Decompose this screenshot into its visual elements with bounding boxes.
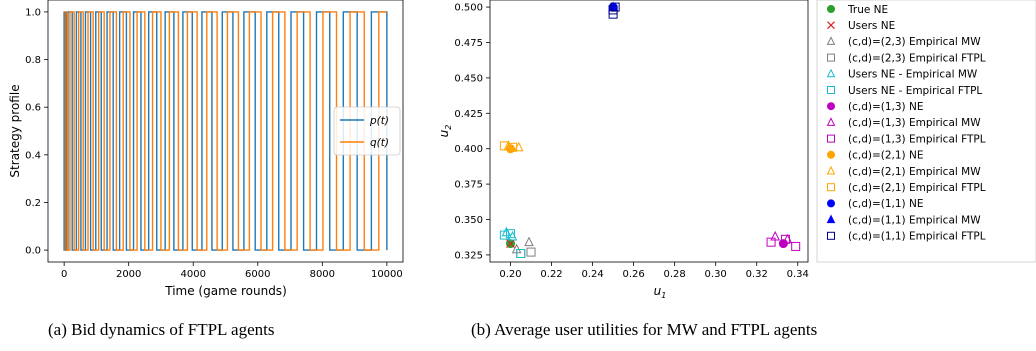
chart-b-xtick-label: 0.26 (622, 269, 644, 280)
chart-b-xtick-label: 0.24 (581, 269, 603, 280)
chart-b-ytick-label: 0.500 (454, 3, 483, 14)
scatter-point-5 (499, 230, 509, 240)
chart-a-legend-box (333, 106, 401, 156)
legend-label-5: Users NE - Empirical FTPL (848, 85, 982, 97)
chart-a-series-p (63, 11, 388, 251)
scatter-point-11 (508, 142, 518, 152)
chart-a-legend: p(t) q(t) (333, 106, 401, 156)
chart-a-xlabel: Time (game rounds) (164, 284, 287, 298)
scatter-point-8 (766, 237, 776, 247)
legend-marker-7 (826, 117, 836, 126)
chart-a-ytick-label: 1.0 (25, 7, 41, 18)
chart-a-ytick-label: 0.0 (25, 246, 41, 257)
legend-marker-1 (827, 21, 835, 30)
chart-b-xlabel: u1 (654, 284, 667, 300)
legend-label-8: (c,d)=(1,3) Empirical FTPL (848, 133, 986, 145)
chart-b-ytick-label: 0.475 (454, 38, 483, 49)
legend-label-q: q(t) (370, 137, 389, 149)
chart-b-xtick-label: 0.28 (664, 269, 686, 280)
chart-b-ytick-label: 0.325 (454, 250, 483, 261)
chart-b-ylabel: u2 (437, 125, 453, 138)
caption-a: (a) Bid dynamics of FTPL agents (48, 320, 274, 339)
legend-marker-11 (827, 183, 835, 192)
chart-a-series (63, 11, 388, 251)
legend-label-0: True NE (847, 4, 888, 16)
legend-marker-12 (827, 199, 835, 208)
chart-b-legend: True NE Users NE (c,d)=(2,3) Empirical MW (… (816, 0, 1036, 263)
legend-label-6: (c,d)=(1,3) NE (848, 101, 923, 113)
scatter-point-1 (506, 239, 515, 249)
legend-marker-13 (826, 214, 836, 224)
chart-a-xtick-label: 8000 (310, 269, 335, 280)
legend-marker-6 (827, 102, 835, 111)
chart-b-ytick-label: 0.350 (454, 215, 483, 226)
legend-label-p: p(t) (369, 115, 389, 127)
chart-a-xticks: 0 2000 4000 6000 8000 10000 (61, 262, 403, 280)
legend-marker-5 (827, 86, 835, 94)
legend-label-3: (c,d)=(2,3) Empirical FTPL (848, 52, 986, 64)
legend-label-11: (c,d)=(2,1) Empirical FTPL (848, 182, 986, 194)
legend-marker-2 (826, 36, 836, 45)
scatter-point-14 (610, 2, 620, 12)
caption-b: (b) Average user utilities for MW and FT… (471, 320, 817, 339)
legend-label-13: (c,d)=(1,1) Empirical MW (848, 214, 981, 226)
scatter-point-5 (506, 229, 516, 239)
legend-marker-14 (827, 231, 835, 240)
legend-label-7: (c,d)=(1,3) Empirical MW (848, 117, 981, 129)
legend-marker-10 (826, 165, 836, 175)
chart-b-yticks: 0.325 0.350 0.375 0.400 0.425 0.450 0.475 0.500 (454, 3, 490, 261)
chart-b-points (499, 1, 801, 259)
chart-a-yticks: 0.0 0.2 0.4 0.6 0.8 1.0 (25, 7, 48, 257)
chart-a-ylabel: Strategy profile (8, 84, 22, 177)
chart-b-ytick-label: 0.425 (454, 109, 483, 120)
chart-b-xticks: 0.20 0.22 0.24 0.26 0.28 0.30 0.32 0.34 (499, 262, 809, 280)
chart-a-ytick-label: 0.2 (25, 198, 41, 209)
legend-marker-8 (827, 134, 835, 143)
chart-a-xtick-label: 4000 (181, 269, 206, 280)
legend-marker-9 (827, 150, 835, 159)
chart-a-ytick-label: 0.4 (25, 150, 41, 161)
chart-b-ytick-label: 0.400 (454, 144, 483, 155)
scatter-point-5 (516, 249, 526, 259)
legend-label-2: (c,d)=(2,3) Empirical MW (848, 36, 981, 48)
chart-b-legend-box (816, 0, 1036, 263)
chart-a-xtick-label: 0 (61, 269, 67, 280)
legend-label-1: Users NE (848, 20, 895, 32)
chart-b-xtick-label: 0.22 (540, 269, 562, 280)
scatter-point-8 (791, 241, 801, 251)
scatter-point-2 (524, 236, 534, 247)
scatter-point-3 (516, 249, 526, 259)
scatter-point-3 (526, 247, 536, 257)
chart-a-series-q (63, 11, 387, 251)
chart-a-xtick-label: 2000 (116, 269, 141, 280)
chart-b-xtick-label: 0.30 (705, 269, 727, 280)
chart-a-bid-dynamics: 0 2000 4000 6000 8000 10000 0.0 0.2 0.4 0.6 0.8 1.… (8, 0, 404, 298)
chart-b-user-utilities: 0.20 0.22 0.24 0.26 0.28 0.30 0.32 0.34 0.3250.… (437, 0, 1036, 300)
chart-a-ytick-label: 0.6 (25, 103, 41, 114)
legend-marker-0 (827, 5, 835, 13)
chart-b-xtick-label: 0.32 (746, 269, 768, 280)
chart-b-ytick-label: 0.450 (454, 73, 483, 84)
chart-a-xtick-label: 10000 (371, 269, 403, 280)
chart-a-xtick-label: 6000 (245, 269, 270, 280)
chart-b-xtick-label: 0.20 (499, 269, 521, 280)
chart-a-frame (47, 0, 404, 263)
legend-label-9: (c,d)=(2,1) NE (848, 150, 923, 162)
scatter-point-8 (780, 234, 790, 244)
chart-b-frame (489, 0, 809, 263)
scatter-point-10 (513, 141, 524, 152)
chart-a-ytick-label: 0.8 (25, 55, 41, 66)
chart-b-xtick-label: 0.34 (787, 269, 809, 280)
legend-marker-3 (827, 53, 835, 62)
legend-label-10: (c,d)=(2,1) Empirical MW (848, 166, 981, 178)
chart-b-ytick-label: 0.375 (454, 180, 483, 191)
legend-label-12: (c,d)=(1,1) NE (848, 198, 923, 210)
legend-label-14: (c,d)=(1,1) Empirical FTPL (848, 231, 986, 243)
legend-marker-4 (826, 68, 836, 78)
scatter-point-14 (608, 5, 618, 15)
legend-label-4: Users NE - Empirical MW (848, 69, 978, 81)
